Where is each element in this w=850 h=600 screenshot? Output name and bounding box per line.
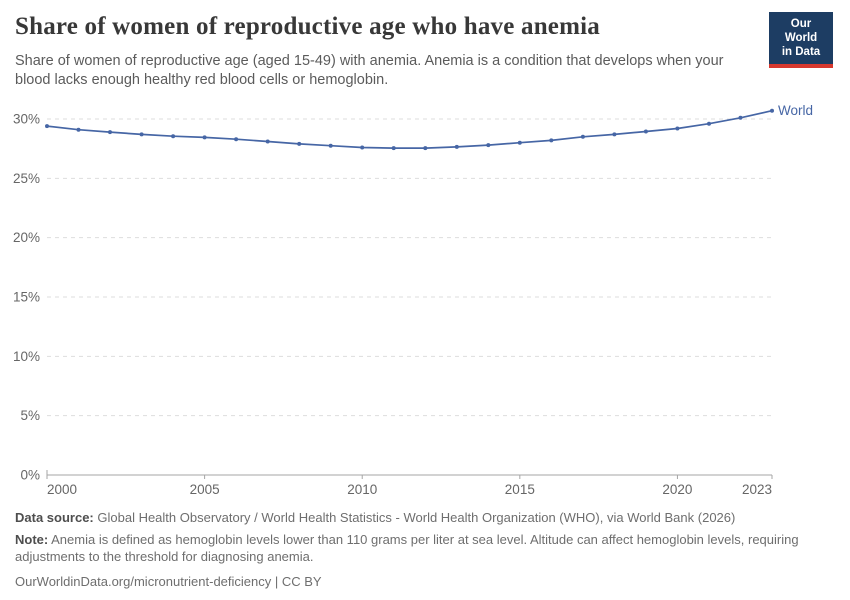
- x-tick-label: 2000: [47, 482, 77, 497]
- data-point: [486, 143, 491, 148]
- owid-logo-line1: Our World: [784, 18, 818, 44]
- line-chart: 0% 5% 10% 15% 20% 25% 30% 2000 2005 2010 2015 2020 2…: [0, 90, 850, 505]
- data-source-label: Data source:: [15, 510, 94, 525]
- data-point: [517, 140, 522, 145]
- y-tick-label: 0%: [20, 468, 40, 483]
- data-point: [423, 146, 428, 151]
- data-point: [45, 124, 49, 129]
- owid-logo[interactable]: Our World in Data: [769, 12, 833, 69]
- y-tick-label: 20%: [13, 230, 40, 245]
- x-tick-label: 2023: [742, 482, 772, 497]
- y-tick-label: 5%: [20, 408, 40, 423]
- data-point: [297, 141, 302, 146]
- data-point: [643, 129, 648, 134]
- x-tick-label: 2005: [190, 482, 220, 497]
- citation-line: OurWorldinData.org/micronutrient-deficie…: [15, 574, 835, 589]
- y-tick-label: 15%: [13, 290, 40, 305]
- data-point: [454, 144, 459, 149]
- chart-footer: Data source: Global Health Observatory /…: [15, 510, 835, 589]
- series-label: World: [778, 103, 813, 118]
- citation-link[interactable]: OurWorldinData.org/micronutrient-deficie…: [15, 574, 322, 589]
- y-tick-label: 10%: [13, 349, 40, 364]
- data-point: [265, 139, 270, 144]
- data-point: [675, 126, 680, 131]
- x-tick-label: 2015: [505, 482, 535, 497]
- y-tick-label: 25%: [13, 171, 40, 186]
- data-point: [234, 137, 239, 142]
- note-line: Note: Anemia is defined as hemoglobin le…: [15, 532, 835, 565]
- note-label: Note:: [15, 532, 49, 547]
- data-point: [549, 138, 554, 143]
- data-point: [770, 108, 774, 113]
- data-point: [738, 115, 743, 120]
- data-point: [76, 127, 81, 132]
- owid-logo-line2: in Data: [781, 45, 821, 58]
- x-tick-label: 2010: [347, 482, 377, 497]
- chart-subtitle: Share of women of reproductive age (aged…: [15, 53, 724, 88]
- data-point: [202, 135, 207, 140]
- data-point: [391, 146, 396, 151]
- data-point: [108, 130, 112, 135]
- data-point: [707, 121, 711, 126]
- note-text: Anemia is defined as hemoglobin levels l…: [15, 532, 799, 564]
- data-source-line: Data source: Global Health Observatory /…: [15, 510, 835, 525]
- x-tick-label: 2020: [662, 482, 692, 497]
- data-point: [139, 132, 144, 137]
- y-tick-label: 30%: [13, 112, 40, 127]
- series-line: [46, 109, 773, 149]
- chart-title: Share of women of reproductive age who h…: [15, 13, 600, 40]
- data-point: [580, 134, 585, 139]
- data-point: [328, 143, 333, 148]
- data-point: [171, 134, 176, 139]
- data-source-text: Global Health Observatory / World Health…: [97, 510, 736, 525]
- data-point: [360, 145, 365, 150]
- data-point: [612, 132, 617, 137]
- line-chart-svg: 0% 5% 10% 15% 20% 25% 30% 2000 2005 2010 2015 2020 2…: [13, 103, 813, 497]
